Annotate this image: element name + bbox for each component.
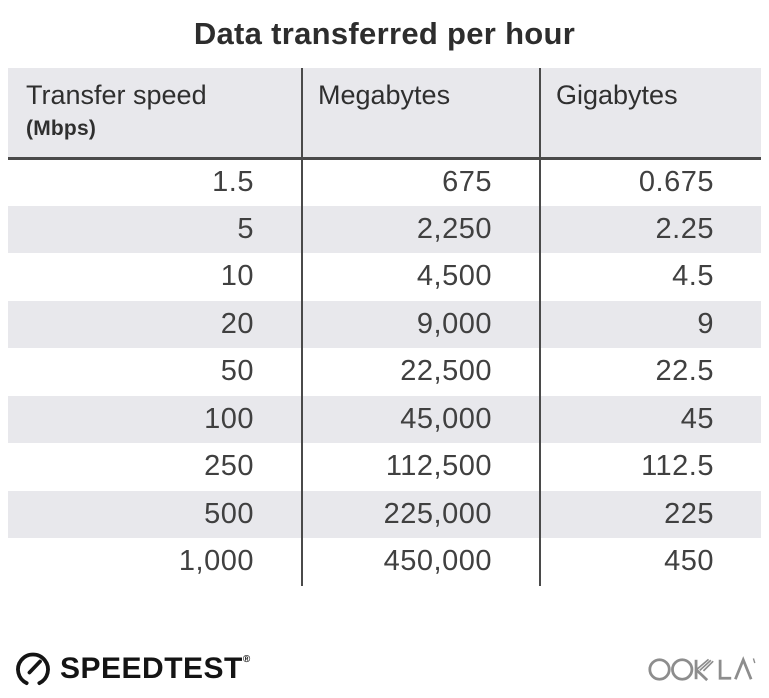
speedtest-gauge-icon — [16, 652, 50, 685]
table-row: 500 225,000 225 — [8, 490, 761, 538]
header-megabytes: Megabytes — [301, 68, 540, 160]
cell-gigabytes: 9 — [539, 300, 761, 348]
cell-speed: 10 — [220, 260, 254, 293]
table-row: 1,000 450,000 450 — [8, 538, 761, 586]
speedtest-wordmark: SPEEDTEST® — [60, 652, 251, 685]
cell-gigabytes: 225 — [539, 490, 761, 538]
cell-gigabytes: 45 — [539, 395, 761, 443]
cell-speed: 50 — [220, 355, 254, 388]
cell-megabytes: 22,500 — [301, 348, 540, 396]
header-transfer-speed-label: Transfer speed — [26, 80, 207, 110]
cell-speed: 20 — [8, 300, 302, 348]
cell-gigabytes: 22.5 — [539, 348, 761, 396]
header-megabytes-label: Megabytes — [318, 80, 451, 110]
page-title: Data transferred per hour — [193, 16, 576, 51]
header-transfer-speed-unit: (Mbps) — [26, 117, 97, 140]
table-row: 50 22,500 22.5 — [8, 348, 761, 396]
table-row: 20 9,000 9 — [8, 300, 761, 348]
cell-speed: 500 — [8, 490, 302, 538]
table-row: 1.5 675 0.675 — [8, 158, 761, 206]
table-header-row: Transfer speed (Mbps) Megabytes Gigabyte… — [8, 68, 761, 160]
cell-gigabytes: 112.5 — [539, 443, 761, 491]
cell-gigabytes: 450 — [539, 538, 761, 586]
cell-megabytes: 225,000 — [301, 490, 540, 538]
cell-gigabytes: 4.5 — [539, 253, 761, 301]
data-table: Transfer speed (Mbps) Megabytes Gigabyte… — [8, 68, 761, 586]
cell-speed: 5 — [8, 205, 302, 253]
cell-megabytes: 45,000 — [301, 395, 540, 443]
header-transfer-speed: Transfer speed (Mbps) — [8, 68, 302, 160]
cell-megabytes: 112,500 — [301, 443, 540, 491]
table-row: 5 2,250 2.25 — [8, 205, 761, 253]
cell-gigabytes: 0.675 — [539, 158, 761, 206]
table-row: 250 112,500 112.5 — [8, 443, 761, 491]
cell-megabytes: 4,500 — [301, 253, 540, 301]
cell-megabytes: 675 — [301, 158, 540, 206]
header-gigabytes-label: Gigabytes — [556, 80, 678, 110]
cell-speed: 250 — [204, 450, 254, 483]
speedtest-logo: SPEEDTEST® — [14, 650, 251, 688]
table-row: 100 45,000 45 — [8, 395, 761, 443]
ookla-wordmark — [648, 655, 756, 681]
footer: SPEEDTEST® — [14, 648, 759, 690]
table-row: 10 4,500 4.5 — [8, 253, 761, 301]
header-gigabytes: Gigabytes — [539, 68, 761, 160]
cell-speed: 1,000 — [178, 545, 254, 578]
cell-speed: 1.5 — [212, 166, 254, 198]
cell-megabytes: 2,250 — [301, 205, 540, 253]
cell-speed: 100 — [8, 395, 302, 443]
cell-megabytes: 9,000 — [301, 300, 540, 348]
cell-megabytes: 450,000 — [301, 538, 540, 586]
registered-trademark-icon: ® — [242, 654, 251, 665]
cell-gigabytes: 2.25 — [539, 205, 761, 253]
